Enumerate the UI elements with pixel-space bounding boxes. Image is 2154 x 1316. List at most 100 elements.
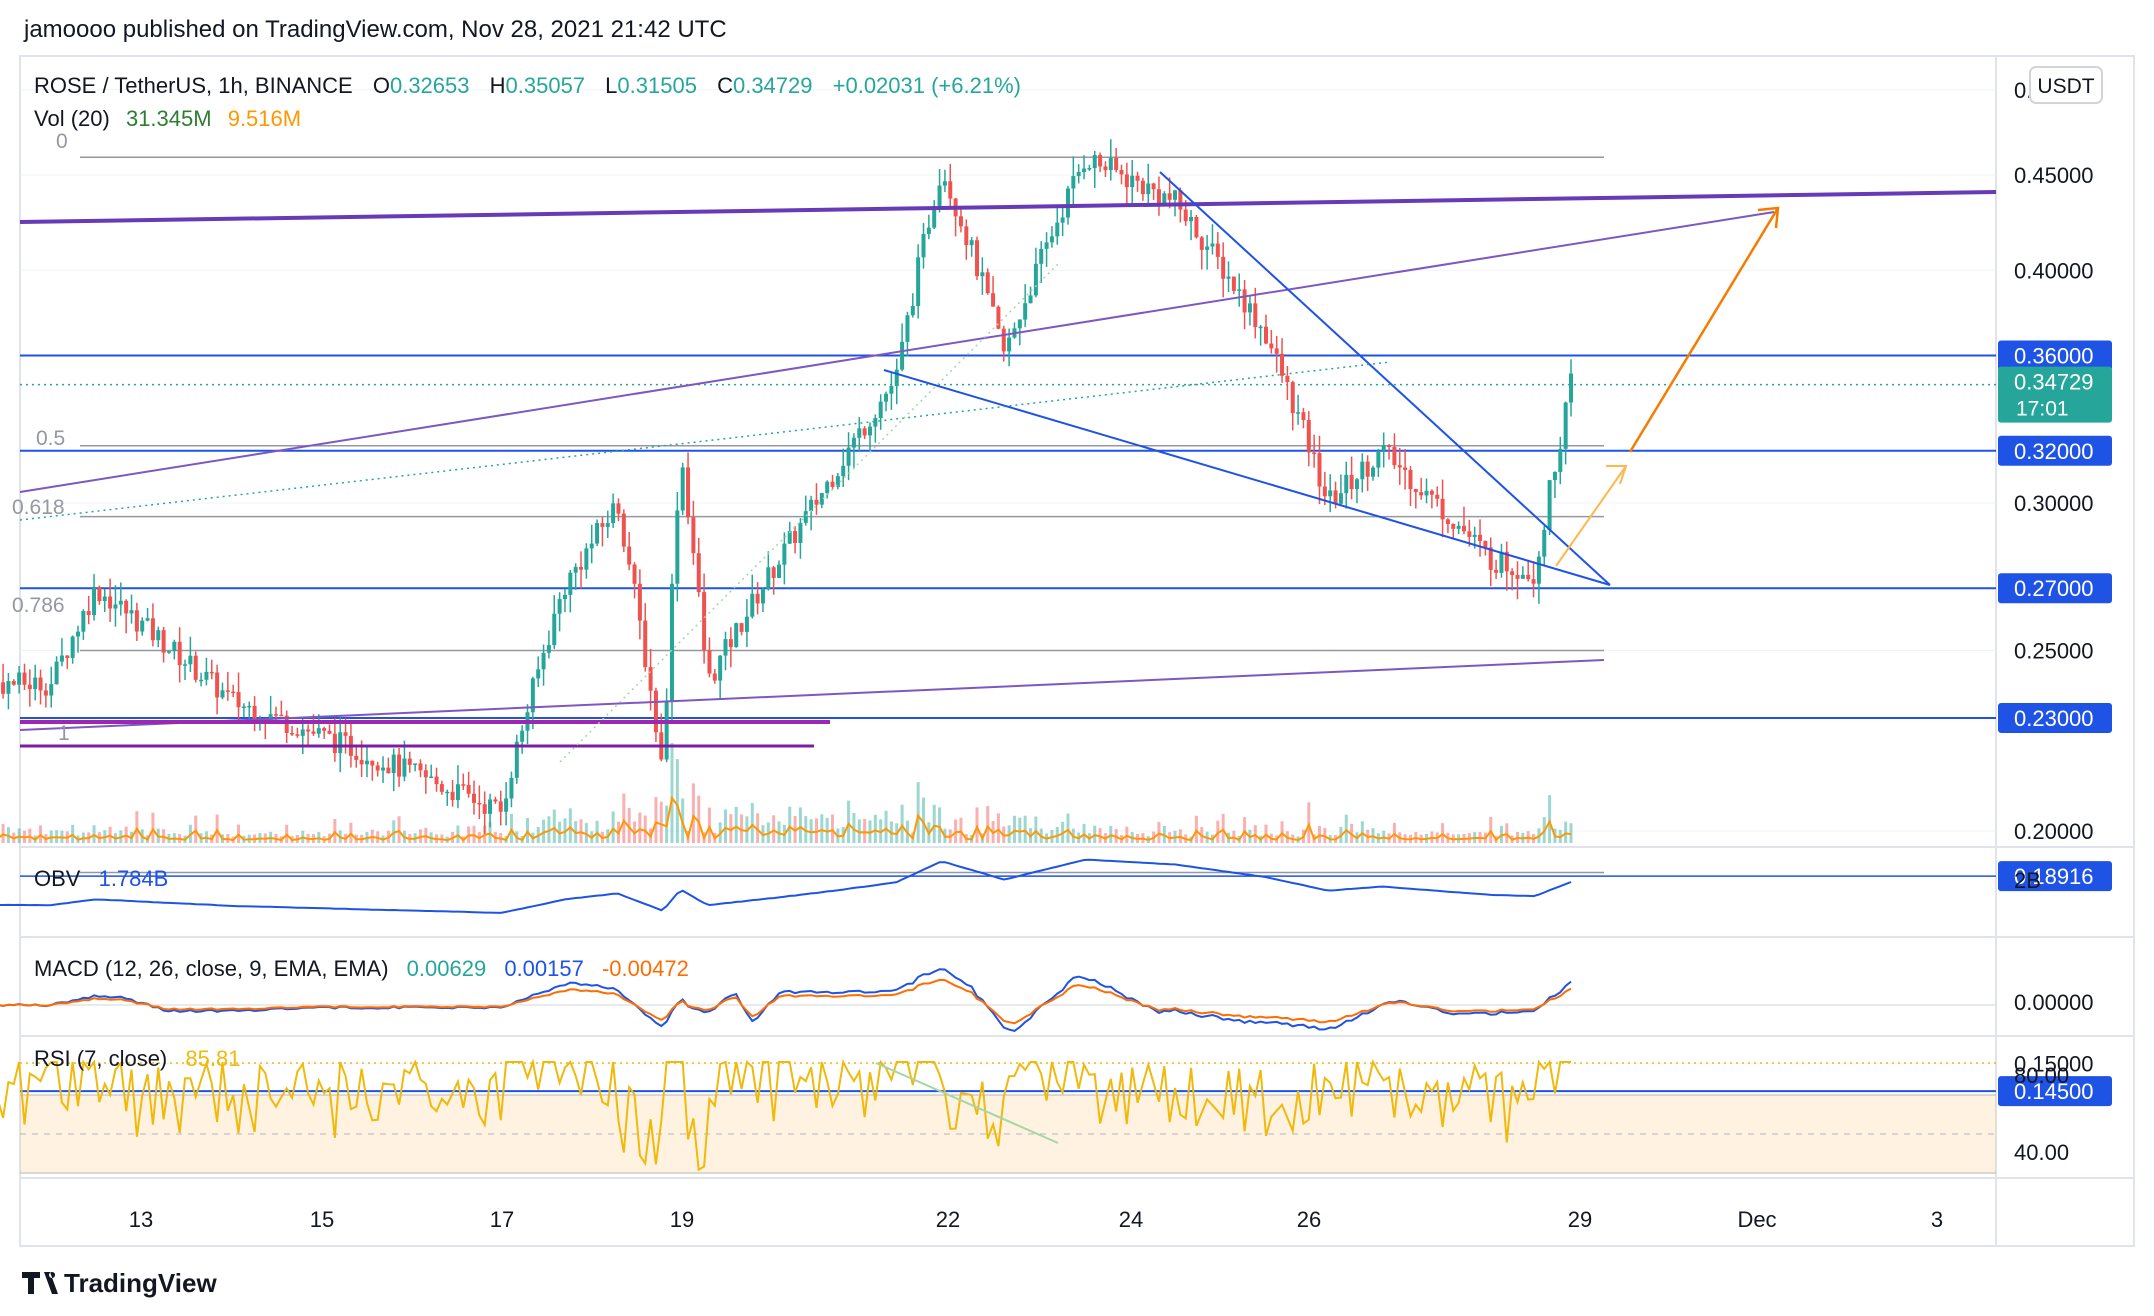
volume-bar (831, 814, 835, 843)
candle-body (1039, 248, 1044, 264)
candle-body (835, 476, 840, 487)
falling-wedge-upper[interactable] (1159, 171, 1611, 586)
candle-body (616, 503, 621, 514)
candle-body (552, 613, 557, 646)
dotted-trendline[interactable] (19, 361, 1391, 521)
falling-wedge-lower[interactable] (883, 369, 1611, 586)
candle-body (1510, 571, 1515, 575)
volume-bar (1221, 813, 1225, 843)
legend-h-value: 0.35057 (506, 73, 586, 98)
projection-arrow-short[interactable] (1555, 465, 1627, 567)
price-badge[interactable]: 0.36000 (1998, 340, 2112, 371)
candle-body (43, 690, 48, 696)
candle-body (279, 714, 284, 717)
candle-body (1183, 209, 1188, 222)
purple-resistance-line[interactable] (19, 190, 1997, 224)
volume-bar (922, 797, 926, 843)
candle-body (1146, 183, 1151, 195)
candle-body (11, 681, 16, 685)
price-badge[interactable]: 0.23000 (1998, 702, 2112, 733)
candle-body (744, 616, 749, 632)
candle-body (429, 776, 434, 779)
candle-body (134, 610, 139, 632)
vol-label: Vol (20) (34, 106, 110, 131)
candle-body (1242, 289, 1247, 313)
candle-body (423, 770, 428, 778)
candle-body (846, 447, 851, 466)
volume-bar (547, 816, 551, 843)
purple-support-line[interactable] (19, 659, 1605, 731)
price-badge-bg (1998, 1076, 2112, 1107)
candle-body (316, 728, 321, 734)
candle-body (354, 755, 359, 760)
currency-button[interactable]: USDT (2029, 66, 2103, 104)
candle-body (1055, 222, 1060, 237)
candle-body (1108, 157, 1113, 171)
publisher-line: jamoooo published on TradingView.com, No… (23, 16, 727, 43)
candle-body (680, 467, 685, 511)
price-badge[interactable]: 0.18916 (1998, 861, 2112, 892)
volume-bar (932, 804, 936, 843)
candles (1, 139, 1574, 834)
candle-body (825, 481, 830, 494)
price-badge[interactable]: 0.27000 (1998, 573, 2112, 604)
price-badge[interactable]: 0.32000 (1998, 435, 2112, 466)
price-badge[interactable]: 0.14500 (1998, 1076, 2112, 1107)
candle-body (1205, 246, 1210, 250)
volume-bar (724, 809, 728, 843)
tradingview-logo[interactable]: TradingView (22, 1268, 217, 1298)
candle-body (1376, 450, 1381, 468)
volume-bar (750, 802, 754, 843)
candle-body (1065, 188, 1070, 218)
volume-bar (916, 782, 920, 843)
candle-body (793, 531, 798, 543)
candle-body (1338, 493, 1343, 504)
macd-label: MACD (12, 26, close, 9, EMA, EMA) (34, 956, 389, 981)
candle-body (830, 481, 835, 487)
candle-body (215, 672, 220, 698)
candle-body (1494, 569, 1499, 573)
candle-body (1322, 486, 1327, 497)
candle-body (402, 758, 407, 777)
candle-body (589, 543, 594, 549)
price-axis-label: 0.45000 (2014, 163, 2094, 188)
volume-bar (863, 818, 867, 843)
volume-bar (798, 807, 802, 843)
volume-bar (959, 817, 963, 843)
candle-body (712, 673, 717, 681)
volume-bar (659, 801, 663, 843)
obv-axis-label: 2B (2014, 868, 2041, 893)
price-badge[interactable]: 0.34729 17:01 (1998, 366, 2112, 423)
candle-body (1098, 154, 1103, 167)
candle-body (140, 620, 145, 632)
volume-bar (675, 759, 679, 843)
volume-bar (542, 819, 546, 843)
candle-body (1365, 461, 1370, 477)
candle-body (1349, 474, 1354, 490)
candle-body (1076, 172, 1081, 177)
candle-body (295, 734, 300, 736)
dotted-fib-trendline[interactable] (559, 261, 1061, 763)
candle-body (1237, 289, 1242, 291)
macd-signal-line (0, 978, 1572, 1025)
projection-arrow-long[interactable] (1628, 207, 1780, 453)
candle-body (1119, 170, 1124, 175)
candle-body (193, 655, 198, 680)
candle-body (696, 553, 701, 593)
candle-body (375, 765, 380, 771)
candle-body (777, 564, 782, 578)
candle-body (766, 567, 771, 590)
rsi-trendline[interactable] (875, 1062, 1059, 1144)
price-badge-label: 0.23000 (2014, 706, 2094, 731)
candle-body (958, 216, 963, 227)
candle-body (611, 503, 616, 524)
candle-body (921, 233, 926, 258)
purple-channel-line[interactable] (19, 211, 1775, 493)
candle-body (991, 293, 996, 307)
price-axis: 0.500000.450000.400000.300000.250000.200… (2014, 78, 2094, 1077)
macd-v1: 0.00629 (407, 956, 487, 981)
candle-body (803, 511, 808, 523)
candle-body (568, 572, 573, 595)
candle-body (1092, 154, 1097, 169)
